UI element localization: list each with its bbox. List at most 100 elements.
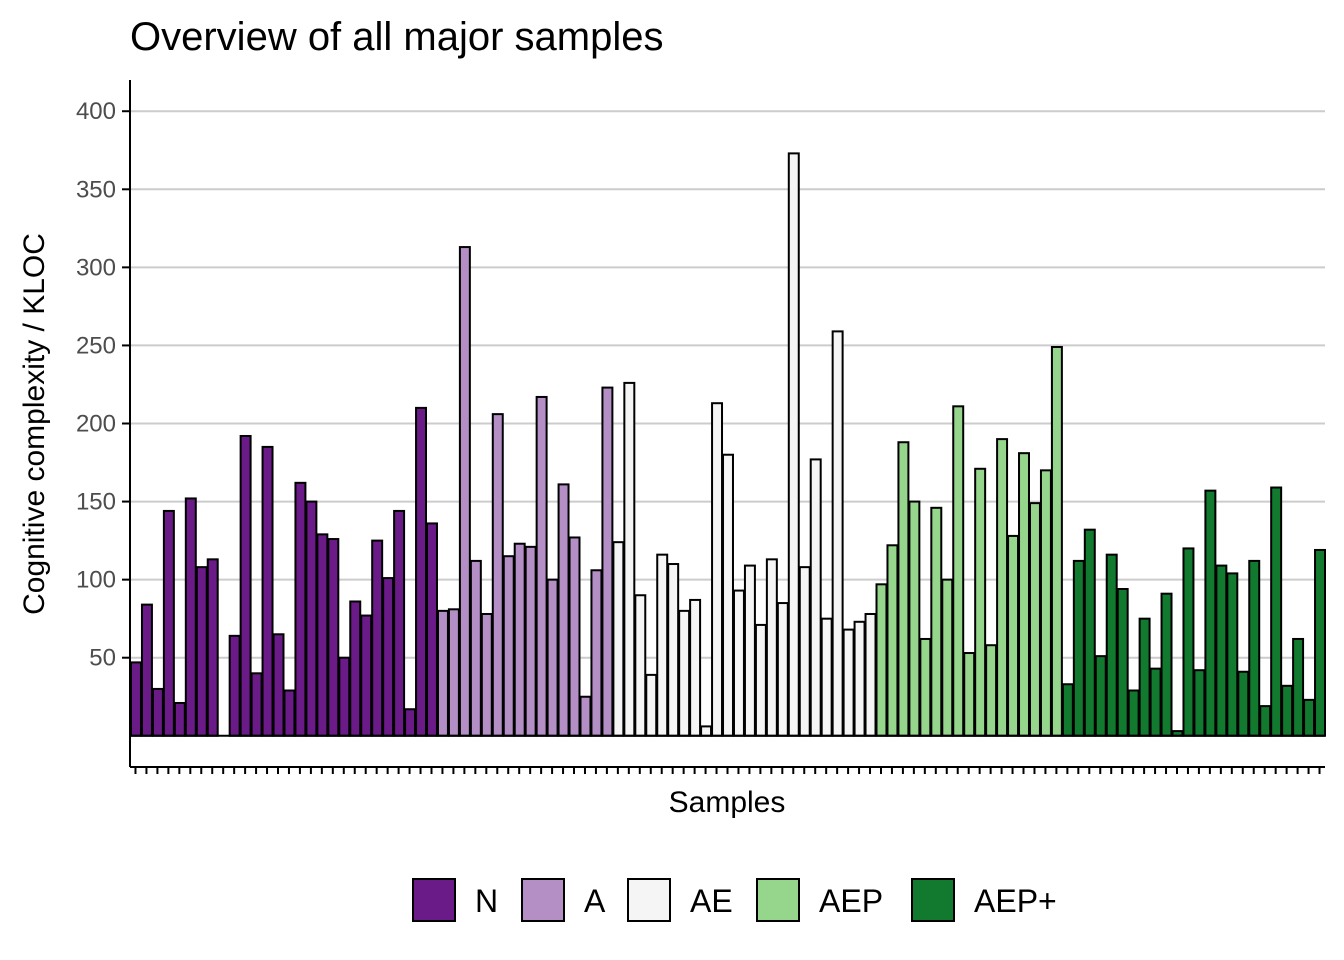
y-tick-label: 300 xyxy=(76,254,116,281)
legend: N A AE AEP AEP+ xyxy=(412,878,1057,922)
bar-A xyxy=(568,536,581,737)
bar-A xyxy=(601,386,614,737)
bar-A xyxy=(557,483,570,737)
legend-label: AE xyxy=(690,883,733,919)
bar-A xyxy=(513,542,526,737)
y-tick-label: 400 xyxy=(76,98,116,125)
bar-AEP xyxy=(908,500,921,737)
bar-AEP xyxy=(1018,452,1030,737)
bar-AEP+ xyxy=(1303,698,1316,737)
bar-N xyxy=(173,701,186,737)
bar-N xyxy=(404,708,417,737)
bar-A xyxy=(458,246,471,737)
bar-A xyxy=(590,569,603,737)
bar-N xyxy=(250,672,263,737)
y-tick-label: 250 xyxy=(76,332,116,359)
bar-N xyxy=(426,522,438,737)
bar-AE xyxy=(634,594,647,737)
bar-AEP xyxy=(930,506,943,737)
bar-A xyxy=(535,395,548,737)
bar-AEP+ xyxy=(1149,667,1162,737)
bar-AE xyxy=(645,673,658,737)
bar-N xyxy=(316,533,329,737)
bar-AEP xyxy=(1028,502,1041,737)
bar-A xyxy=(502,555,515,737)
bar-AEP xyxy=(952,405,965,737)
bar-N xyxy=(294,481,307,737)
bar-N xyxy=(162,509,175,737)
bar-N xyxy=(327,538,340,737)
bar-N xyxy=(349,600,362,737)
bar-AEP xyxy=(974,467,987,737)
bar-AE xyxy=(667,563,680,737)
legend-swatch-N xyxy=(412,878,456,922)
bar-A xyxy=(524,545,537,737)
bar-AE xyxy=(700,725,713,737)
bar-N xyxy=(130,661,142,737)
bar-AEP xyxy=(875,583,888,737)
bar-AEP+ xyxy=(1127,689,1140,737)
bar-A xyxy=(579,695,592,737)
legend-swatch-AEP+ xyxy=(911,878,955,922)
bar-AEP+ xyxy=(1105,553,1118,737)
bar-N xyxy=(382,577,395,737)
bar-N xyxy=(371,539,384,737)
bar-AEP+ xyxy=(1193,669,1206,737)
bar-N xyxy=(360,614,373,737)
bar-AE xyxy=(787,152,800,737)
bar-N xyxy=(206,558,219,737)
bar-AE xyxy=(809,458,822,737)
bar-AEP+ xyxy=(1292,637,1305,737)
bar-AEP+ xyxy=(1270,486,1283,737)
bar-AEP xyxy=(1007,534,1020,737)
chart-title: Overview of all major samples xyxy=(130,15,664,59)
bar-N xyxy=(195,566,208,737)
bar-N xyxy=(151,687,164,737)
bar-AEP+ xyxy=(1215,564,1228,737)
legend-label: AEP xyxy=(819,883,883,919)
bar-AEP xyxy=(897,441,910,737)
y-tick-label: 100 xyxy=(76,567,116,594)
bar-AEP xyxy=(985,644,998,737)
y-tick-label: 150 xyxy=(76,489,116,516)
x-axis-title: Samples xyxy=(669,786,786,819)
bar-AEP xyxy=(886,544,899,737)
bar-N xyxy=(338,656,351,737)
bar-AE xyxy=(689,598,702,737)
bar-AE xyxy=(678,609,691,737)
bar-AEP+ xyxy=(1160,592,1173,737)
bar-AEP+ xyxy=(1094,655,1107,737)
legend-swatch-AEP xyxy=(756,878,800,922)
bar-AE xyxy=(798,566,811,737)
bar-A xyxy=(469,559,482,737)
y-tick-label: 200 xyxy=(76,411,116,438)
axes: 50 100 150 200 250 300 350 400 xyxy=(76,80,1325,774)
bar-AE xyxy=(711,402,724,737)
bar-N xyxy=(228,634,241,737)
legend-label: N xyxy=(475,883,498,919)
bar-AEP+ xyxy=(1072,559,1085,737)
bar-N xyxy=(305,500,318,737)
y-tick-label: 50 xyxy=(89,645,116,672)
bar-A xyxy=(546,578,559,737)
bar-AE xyxy=(765,558,778,737)
bar-AE xyxy=(754,623,767,737)
bar-AE xyxy=(623,381,636,737)
bar-N xyxy=(184,497,197,737)
bar-AEP+ xyxy=(1237,670,1250,737)
bar-N xyxy=(272,633,285,737)
bar-AE xyxy=(853,620,866,737)
bar-AEP xyxy=(963,652,976,737)
bar-AE xyxy=(820,617,833,737)
bar-AEP+ xyxy=(1061,683,1074,737)
bar-AE xyxy=(831,330,844,737)
bar-AEP xyxy=(919,637,932,737)
bar-N xyxy=(261,445,274,737)
bar-AE xyxy=(722,453,734,737)
bar-A xyxy=(447,608,460,737)
bar-AEP+ xyxy=(1116,588,1129,737)
bar-AEP xyxy=(1039,469,1052,737)
bar-N xyxy=(415,406,428,737)
bar-AEP+ xyxy=(1138,617,1151,737)
